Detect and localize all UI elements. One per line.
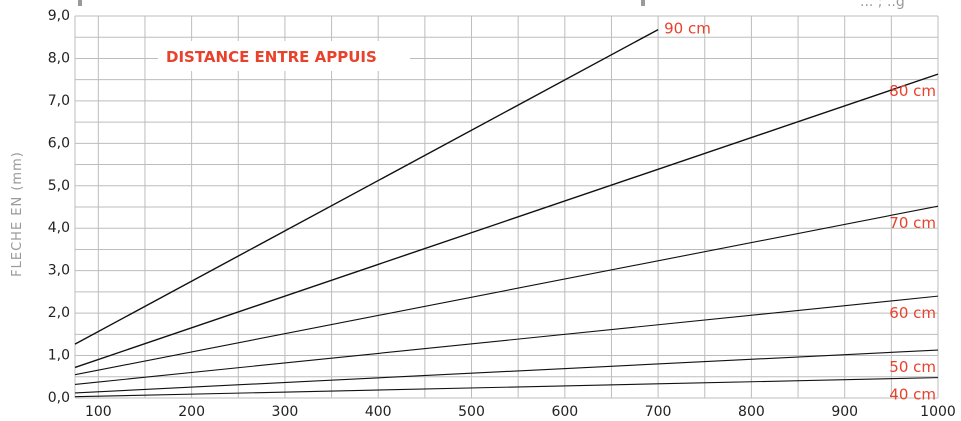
x-tick-label: 100 xyxy=(85,404,112,420)
series-line-60-cm xyxy=(74,295,939,385)
series-line-40-cm xyxy=(74,377,939,398)
series-label-70-cm: 70 cm xyxy=(889,214,936,232)
y-tick-label: 4,0 xyxy=(48,220,70,236)
x-tick-label: 700 xyxy=(645,404,672,420)
x-axis: 100 200 300 400 500 600 700 800 900 1000 xyxy=(85,404,956,420)
x-tick-label: 200 xyxy=(178,404,205,420)
x-tick-label: 300 xyxy=(272,404,299,420)
x-tick-label: 400 xyxy=(365,404,392,420)
annotation-background xyxy=(158,41,410,71)
y-tick-label: 1,0 xyxy=(48,348,70,364)
y-tick-label: 3,0 xyxy=(48,263,70,279)
x-tick-label: 1000 xyxy=(920,404,956,420)
annotation-label: DISTANCE ENTRE APPUIS xyxy=(166,48,377,66)
y-tick-label: 9,0 xyxy=(48,8,70,24)
y-axis-label: FLECHE EN (mm) xyxy=(10,151,25,277)
series-line-90-cm xyxy=(74,28,659,345)
series-label-60-cm: 60 cm xyxy=(889,304,936,322)
y-tick-label: 7,0 xyxy=(48,93,70,109)
x-tick-label: 800 xyxy=(738,404,765,420)
x-tick-label: 900 xyxy=(831,404,858,420)
top-bracket-right xyxy=(641,0,645,6)
series-labels: 90 cm 80 cm 70 cm 60 cm 50 cm 40 cm xyxy=(664,20,936,404)
y-tick-label: 5,0 xyxy=(48,178,70,194)
y-tick-label: 6,0 xyxy=(48,135,70,151)
series-label-40-cm: 40 cm xyxy=(889,386,936,404)
series-line-70-cm xyxy=(74,205,939,376)
x-tick-label: 500 xyxy=(458,404,485,420)
x-tick-label: 600 xyxy=(551,404,578,420)
series-group xyxy=(74,28,939,398)
top-cropped-text: ... ; ..g xyxy=(860,0,905,10)
top-bracket-left xyxy=(78,0,82,6)
series-label-50-cm: 50 cm xyxy=(889,358,936,376)
series-line-80-cm xyxy=(74,73,939,369)
y-tick-label: 2,0 xyxy=(48,305,70,321)
series-label-80-cm: 80 cm xyxy=(889,82,936,100)
series-label-90-cm: 90 cm xyxy=(664,20,711,38)
series-line-50-cm xyxy=(74,349,939,394)
y-axis: 0,0 1,0 2,0 3,0 4,0 5,0 6,0 7,0 8,0 9,0 xyxy=(48,8,70,406)
y-tick-label: 0,0 xyxy=(48,390,70,406)
y-tick-label: 8,0 xyxy=(48,50,70,66)
